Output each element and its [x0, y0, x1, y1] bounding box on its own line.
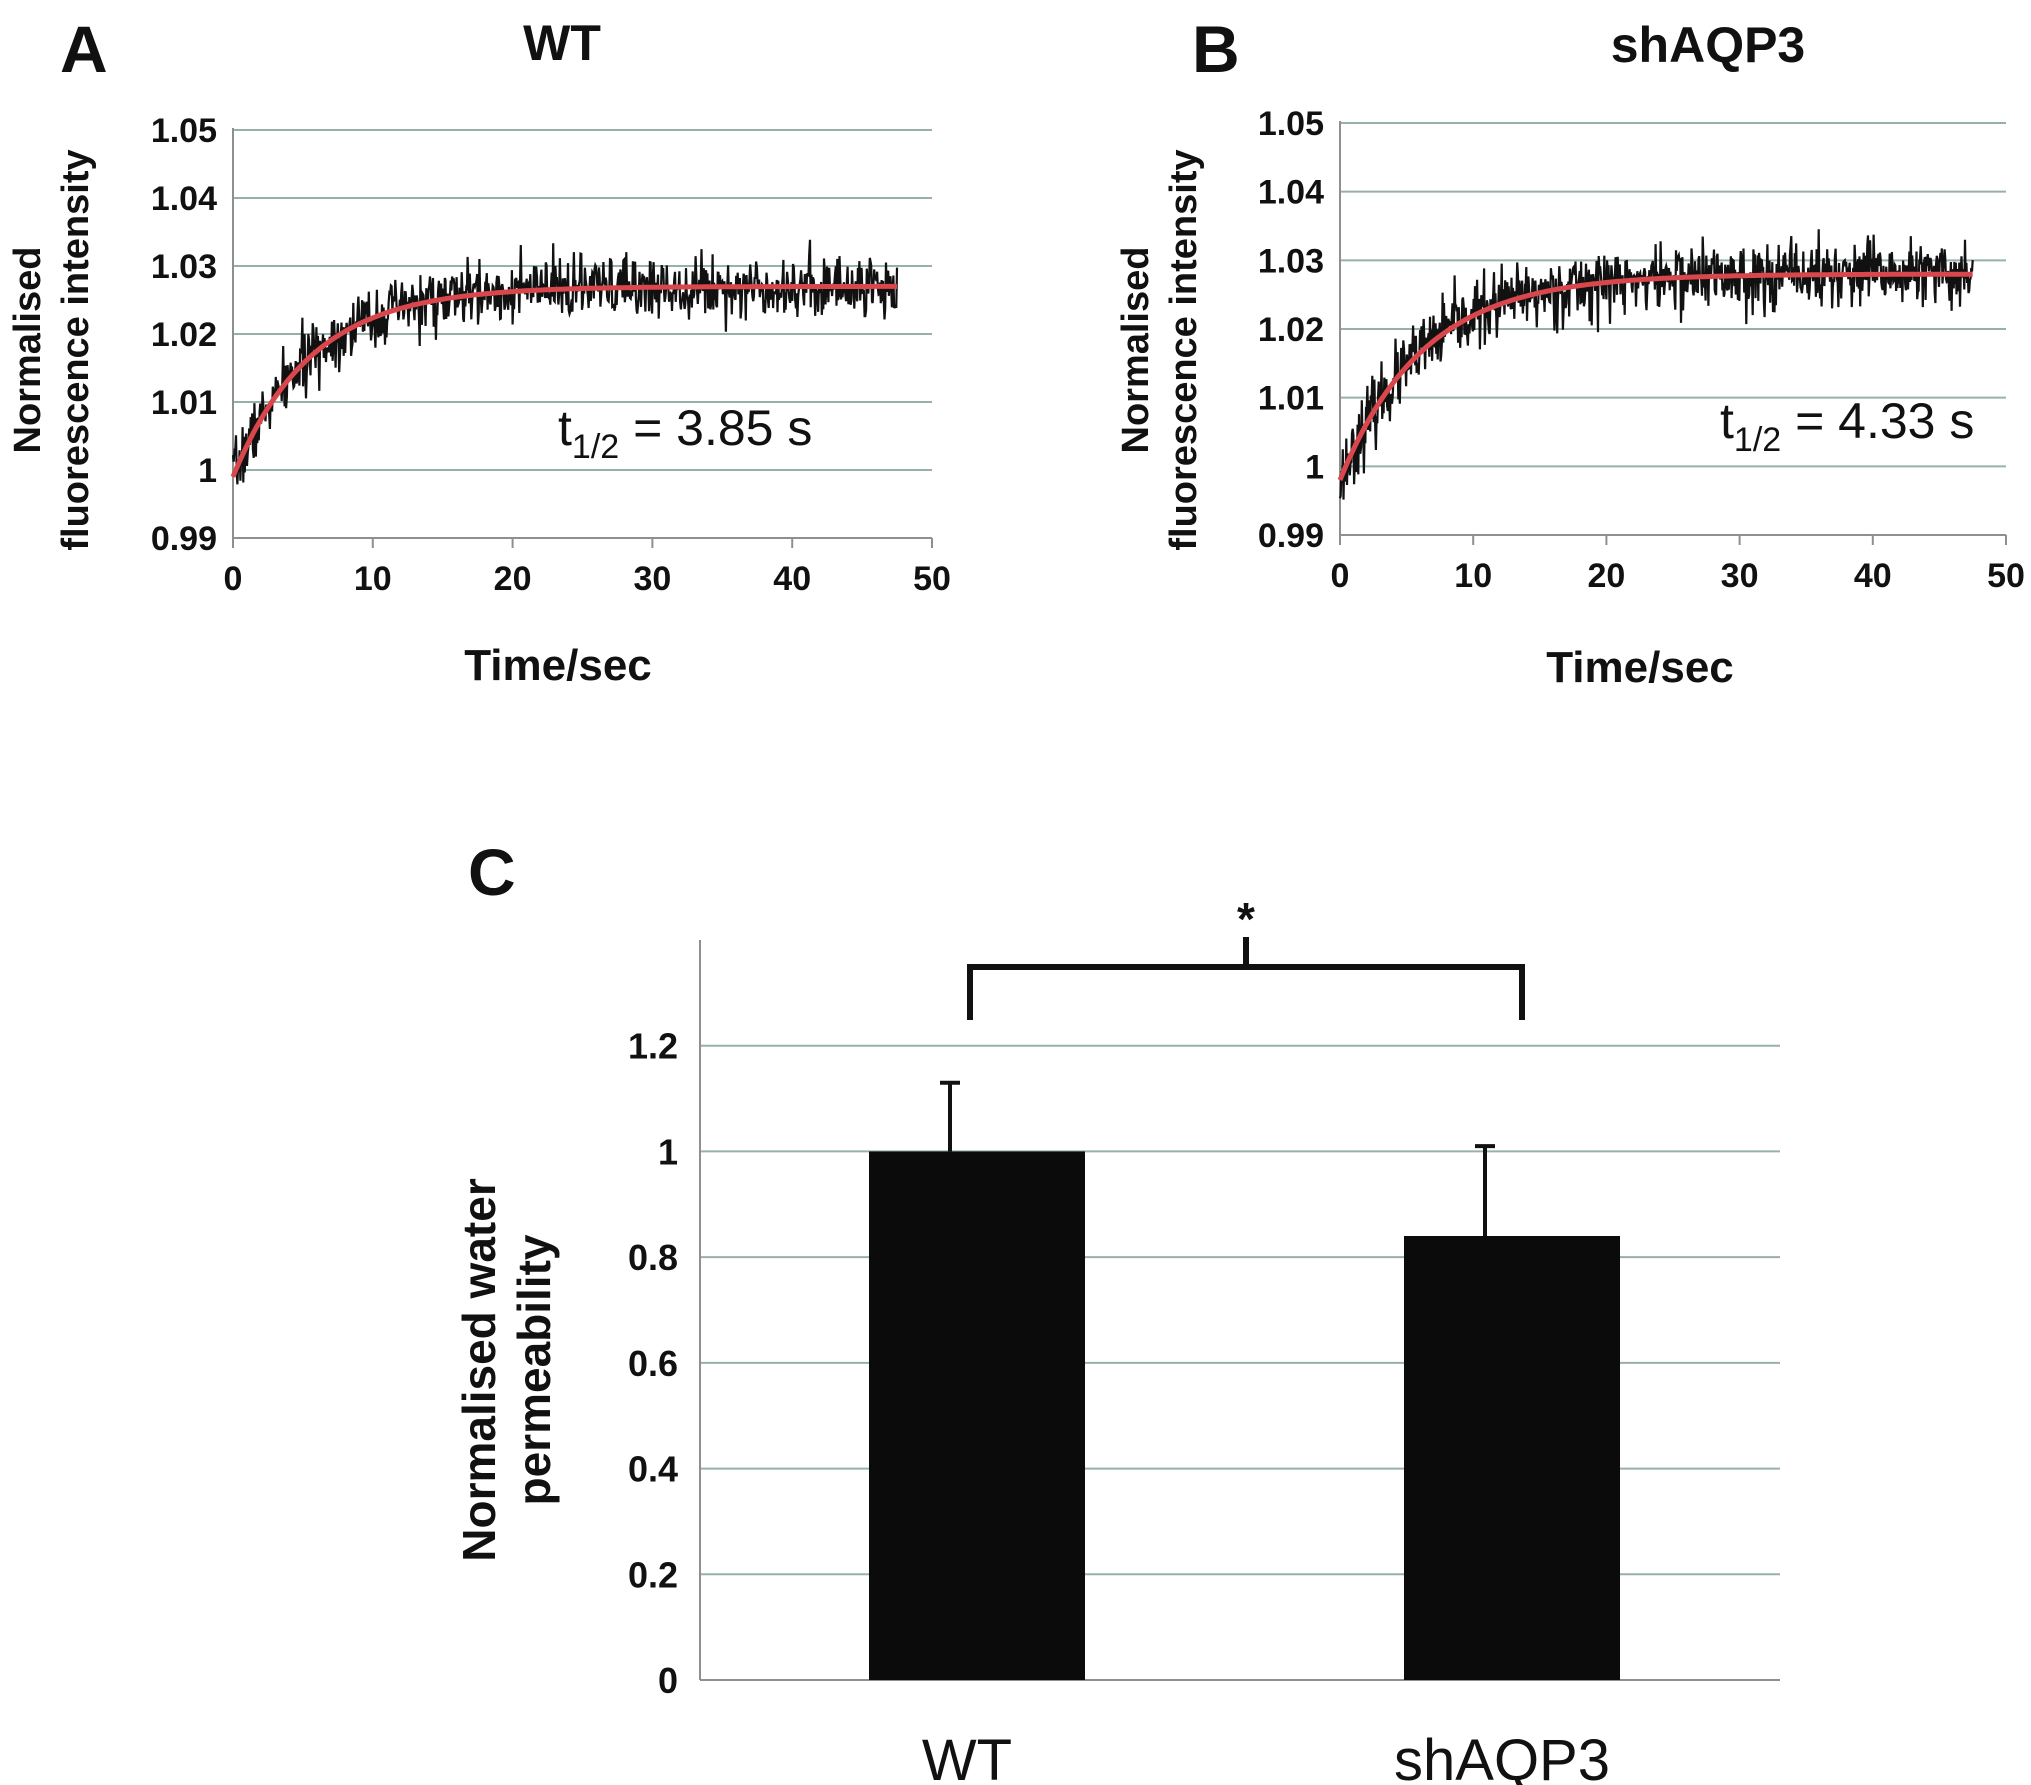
- y-tick-label: 1.02: [1258, 311, 1324, 349]
- y-tick-label: 1.2: [628, 1026, 678, 1067]
- panel-c-ylabel-line2: permeability: [508, 1234, 560, 1505]
- y-tick-label: 1: [198, 452, 217, 490]
- panel-b-title: shAQP3: [1611, 17, 1806, 73]
- y-tick-label: 0.2: [628, 1554, 678, 1595]
- y-tick-label: 1: [658, 1131, 678, 1172]
- panel-a: A WT 0.99 1 1.01 1.02 1.03 1.04 1.05 0 10 20 30 40 5…: [7, 12, 951, 690]
- x-category-label: shAQP3: [1394, 1728, 1610, 1785]
- panel-a-title: WT: [523, 15, 601, 71]
- y-tick-label: 0.99: [1258, 517, 1324, 555]
- panel-b-half-time-annotation: t1/2 = 4.33 s: [1720, 393, 1974, 459]
- x-tick-label: 50: [913, 560, 951, 598]
- y-tick-label: 0.8: [628, 1237, 678, 1278]
- panel-c-tick-labels: 0 0.2 0.4 0.6 0.8 1 1.2 WT shAQP3: [628, 1026, 1610, 1785]
- x-tick-label: 30: [1721, 557, 1759, 595]
- panel-b-ylabel-line2: fluorescence intensity: [1163, 149, 1205, 550]
- x-category-label: WT: [922, 1728, 1012, 1785]
- panel-b-tick-labels: 0.99 1 1.01 1.02 1.03 1.04 1.05 0 10 20 30 40 50: [1258, 105, 2025, 595]
- y-tick-label: 1: [1305, 448, 1324, 486]
- x-tick-label: 30: [633, 560, 671, 598]
- panel-b-raw-trace: [1338, 229, 1974, 500]
- panel-b-ylabel-line1: Normalised: [1115, 247, 1157, 454]
- x-tick-label: 50: [1987, 557, 2025, 595]
- panel-a-label: A: [60, 12, 108, 86]
- y-tick-label: 1.01: [1258, 380, 1324, 418]
- y-tick-label: 1.04: [151, 180, 217, 218]
- x-tick-label: 10: [354, 560, 392, 598]
- y-tick-label: 1.03: [1258, 242, 1324, 280]
- panel-c-significance: *: [967, 893, 1525, 1020]
- x-tick-label: 40: [1854, 557, 1892, 595]
- significance-star: *: [1237, 893, 1255, 945]
- y-tick-label: 1.03: [151, 248, 217, 286]
- panel-c-label: C: [468, 835, 516, 909]
- panel-c-ylabel-line1: Normalised water: [453, 1178, 505, 1562]
- panel-b: B shAQP3 0.99 1 1.01 1.02 1.03 1.04 1.05 0 10 20 3…: [1115, 12, 2025, 692]
- panel-c: C 0 0.2 0.4 0.6 0.8 1 1.2 WT shAQP3 * Normalised…: [453, 835, 1780, 1785]
- panel-b-fit-curve: [1337, 271, 1973, 482]
- panel-b-label: B: [1192, 12, 1240, 86]
- y-tick-label: 1.04: [1258, 174, 1324, 212]
- panel-a-gridlines: [232, 128, 933, 548]
- panel-a-ylabel-line2: fluorescence intensity: [55, 149, 97, 550]
- y-tick-label: 0.6: [628, 1343, 678, 1384]
- panel-a-fit-curve: [230, 283, 897, 478]
- panel-a-raw-trace: [231, 239, 899, 485]
- panel-c-bars: [869, 1080, 1620, 1680]
- y-tick-label: 1.05: [151, 112, 217, 150]
- y-tick-label: 1.02: [151, 316, 217, 354]
- significance-bracket: [967, 964, 1525, 1020]
- x-tick-label: 0: [1331, 557, 1350, 595]
- panel-a-tick-labels: 0.99 1 1.01 1.02 1.03 1.04 1.05 0 10 20 30 40 50: [151, 112, 951, 598]
- bar-shaqp3: [1404, 1236, 1620, 1680]
- bar-wt: [869, 1151, 1085, 1680]
- x-tick-label: 20: [494, 560, 532, 598]
- y-tick-label: 1.05: [1258, 105, 1324, 143]
- y-tick-label: 0.4: [628, 1449, 678, 1490]
- x-tick-label: 0: [224, 560, 243, 598]
- y-tick-label: 0: [658, 1660, 678, 1701]
- panel-a-ylabel-line1: Normalised: [7, 247, 49, 454]
- y-tick-label: 0.99: [151, 520, 217, 558]
- x-tick-label: 40: [773, 560, 811, 598]
- panel-a-xlabel: Time/sec: [464, 641, 652, 690]
- panel-b-xlabel: Time/sec: [1546, 643, 1734, 692]
- y-tick-label: 1.01: [151, 384, 217, 422]
- x-tick-label: 20: [1587, 557, 1625, 595]
- panel-a-half-time-annotation: t1/2 = 3.85 s: [558, 400, 812, 466]
- x-tick-label: 10: [1454, 557, 1492, 595]
